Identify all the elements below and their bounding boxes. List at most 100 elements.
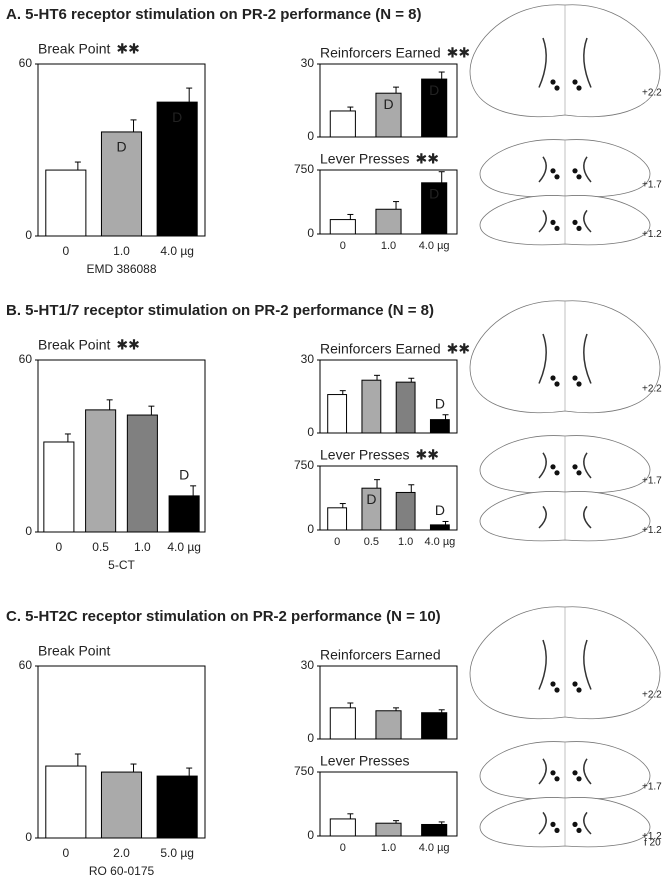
infusion-site	[554, 174, 560, 180]
infusion-site	[576, 174, 582, 180]
x-tick-label: 0	[340, 240, 346, 252]
significance: ✱✱	[116, 41, 139, 57]
bar	[126, 414, 158, 533]
section-coordinate: +2.2	[642, 384, 662, 395]
y-tick-label: 30	[301, 658, 315, 672]
y-tick-label: 0	[307, 522, 314, 536]
x-tick-label: 2.0	[113, 846, 130, 860]
bar	[100, 131, 143, 237]
bar	[329, 110, 356, 138]
infusion-site	[572, 821, 578, 828]
y-tick-label: 0	[25, 830, 32, 844]
x-tick-label: 4.0 µg	[419, 240, 450, 252]
infusion-site	[576, 687, 582, 693]
y-tick-label: 60	[19, 658, 33, 672]
ventricle	[538, 639, 592, 690]
ventricle	[538, 505, 592, 529]
infusion-site	[554, 225, 560, 231]
bar	[327, 394, 348, 434]
infusion-site	[572, 79, 578, 85]
x-tick-label: 5.0 µg	[160, 846, 194, 860]
bar-annotation: D	[435, 502, 445, 518]
bar	[429, 419, 450, 434]
y-tick-label: 750	[294, 162, 314, 176]
y-tick-label: 0	[307, 129, 314, 143]
ventricle	[538, 37, 592, 88]
bar	[361, 487, 382, 531]
bar	[375, 822, 402, 837]
infusion-site	[576, 381, 582, 387]
plot-frame	[319, 465, 458, 531]
x-tick-label: 0	[62, 244, 69, 258]
bar	[168, 495, 200, 533]
page-fragment: f 20	[644, 838, 661, 849]
infusion-site	[572, 464, 578, 470]
section-coordinate: +2.2	[642, 88, 662, 99]
significance: ✱✱	[447, 341, 470, 357]
bar-annotation: D	[366, 491, 376, 507]
bar	[43, 441, 75, 533]
significance: ✱✱	[116, 337, 139, 353]
section-coordinate: +1.2	[642, 229, 662, 240]
chart-title: Lever Presses	[320, 753, 409, 769]
infusion-site	[550, 821, 556, 828]
infusion-site	[576, 225, 582, 231]
y-tick-label: 30	[301, 352, 315, 366]
infusion-site	[572, 375, 578, 381]
bar	[329, 219, 356, 235]
infusion-site	[554, 687, 560, 693]
x-axis-label: EMD 386088	[86, 262, 156, 276]
y-tick-label: 30	[301, 56, 315, 70]
x-tick-label: 0.5	[364, 536, 379, 548]
bar	[395, 491, 416, 531]
y-tick-label: 0	[307, 226, 314, 240]
infusion-site	[576, 776, 582, 782]
plot-frame	[319, 359, 458, 434]
x-tick-label: 0	[340, 842, 346, 854]
infusion-site	[550, 219, 556, 225]
bar	[395, 381, 416, 434]
x-tick-label: 0	[62, 846, 69, 860]
ventricle	[538, 156, 592, 183]
x-tick-label: 1.0	[398, 536, 413, 548]
section-coordinate: +1.2	[642, 831, 662, 842]
bar	[361, 379, 382, 434]
bar	[421, 712, 448, 740]
infusion-site	[554, 776, 560, 782]
bar	[85, 409, 117, 533]
x-tick-label: 4.0 µg	[419, 842, 450, 854]
x-tick-label: 4.0 µg	[424, 536, 455, 548]
bar	[421, 182, 448, 235]
section-coordinate: +1.7	[642, 781, 662, 792]
bar	[327, 507, 348, 531]
bar-annotation: D	[116, 139, 126, 155]
infusion-site	[550, 770, 556, 776]
x-tick-label: 4.0 µg	[160, 244, 194, 258]
bar-annotation: D	[383, 96, 393, 112]
y-tick-label: 750	[294, 764, 314, 778]
y-tick-label: 750	[294, 458, 314, 472]
chart-title: Lever Presses	[320, 447, 409, 463]
infusion-site	[576, 827, 582, 834]
chart-title: Break Point	[38, 337, 110, 353]
section-coordinate: +1.2	[642, 525, 662, 536]
bar	[421, 823, 448, 837]
infusion-site	[550, 79, 556, 85]
x-tick-label: 4.0 µg	[167, 540, 201, 554]
plot-frame	[37, 359, 206, 533]
ventricle	[538, 758, 592, 785]
x-axis-label: 5-CT	[108, 558, 135, 572]
infusion-site	[554, 381, 560, 387]
chart-title: Reinforcers Earned	[320, 341, 441, 357]
infusion-site	[572, 770, 578, 776]
bar	[375, 208, 402, 235]
bar-annotation: D	[429, 186, 439, 202]
x-tick-label: 1.0	[113, 244, 130, 258]
chart-title: Reinforcers Earned	[320, 647, 441, 663]
section-coordinate: +1.7	[642, 179, 662, 190]
ventricle	[538, 452, 592, 479]
bar-annotation: D	[429, 82, 439, 98]
infusion-site	[550, 681, 556, 687]
section-coordinate: +1.7	[642, 475, 662, 486]
